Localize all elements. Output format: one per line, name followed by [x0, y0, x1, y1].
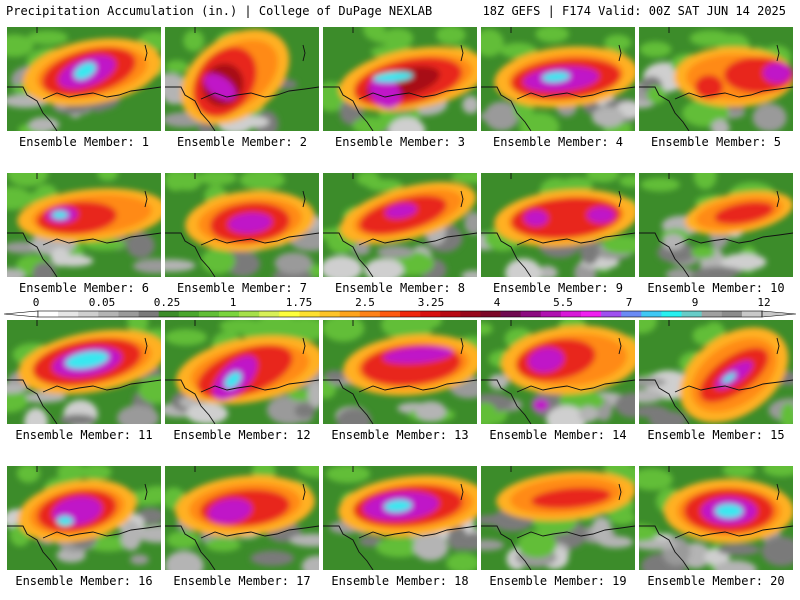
colorbar-segment	[78, 311, 99, 317]
colorbar-right-arrow	[761, 310, 797, 318]
ensemble-member-label: Ensemble Member: 2	[176, 135, 308, 149]
colorbar-frame	[37, 310, 763, 318]
ensemble-member-map-3	[323, 27, 477, 131]
ensemble-member-map-13	[323, 320, 477, 424]
model-run-info: 18Z GEFS | F174 Valid: 00Z SAT JUN 14 20…	[482, 4, 786, 18]
colorbar-tick-label: 12	[757, 296, 771, 309]
ensemble-member-map-1	[7, 27, 161, 131]
colorbar-left-arrow	[3, 310, 39, 318]
colorbar-segment	[500, 311, 521, 317]
colorbar-segment	[219, 311, 240, 317]
colorbar-segment	[440, 311, 461, 317]
ensemble-member-map-10	[639, 173, 793, 277]
ensemble-member-label: Ensemble Member: 16	[15, 574, 153, 588]
colorbar-segment	[681, 311, 702, 317]
ensemble-member-map-17	[165, 466, 319, 570]
colorbar-segment	[178, 311, 200, 317]
colorbar-segment	[661, 311, 682, 317]
precipitation-colorbar	[3, 310, 797, 318]
colorbar-segment	[741, 311, 763, 317]
ensemble-member-map-14	[481, 320, 635, 424]
colorbar-segment	[480, 311, 501, 317]
ensemble-member-map-4	[481, 27, 635, 131]
ensemble-member-label: Ensemble Member: 20	[647, 574, 785, 588]
ensemble-member-map-9	[481, 173, 635, 277]
colorbar-segment	[420, 311, 441, 317]
ensemble-member-label: Ensemble Member: 8	[334, 281, 466, 295]
ensemble-member-label: Ensemble Member: 6	[18, 281, 150, 295]
colorbar-segment	[520, 311, 542, 317]
ensemble-member-label: Ensemble Member: 13	[331, 428, 469, 442]
ensemble-member-label: Ensemble Member: 7	[176, 281, 308, 295]
ensemble-member-map-12	[165, 320, 319, 424]
ensemble-member-label: Ensemble Member: 14	[489, 428, 627, 442]
ensemble-member-label: Ensemble Member: 5	[650, 135, 782, 149]
colorbar-segment	[239, 311, 260, 317]
colorbar-segment	[641, 311, 662, 317]
colorbar-segment	[58, 311, 79, 317]
colorbar-tick-label: 0	[32, 296, 40, 309]
page-title: Precipitation Accumulation (in.) | Colle…	[6, 4, 433, 18]
ensemble-member-map-7	[165, 173, 319, 277]
colorbar-segment	[460, 311, 481, 317]
colorbar-segment	[319, 311, 340, 317]
ensemble-member-label: Ensemble Member: 9	[492, 281, 624, 295]
ensemble-member-label: Ensemble Member: 12	[173, 428, 311, 442]
ensemble-member-map-5	[639, 27, 793, 131]
colorbar-segment	[158, 311, 180, 317]
colorbar-tick-label: 5.5	[553, 296, 573, 309]
colorbar-segment	[118, 311, 139, 317]
colorbar-segment	[359, 311, 381, 317]
ensemble-member-map-19	[481, 466, 635, 570]
colorbar-segment	[721, 311, 743, 317]
colorbar-tick-label: 0.05	[88, 296, 116, 309]
colorbar-segment	[138, 311, 159, 317]
colorbar-segment	[339, 311, 361, 317]
colorbar-segment	[601, 311, 622, 317]
colorbar-segment	[400, 311, 421, 317]
colorbar-tick-label: 9	[691, 296, 699, 309]
ensemble-member-map-15	[639, 320, 793, 424]
ensemble-member-label: Ensemble Member: 19	[489, 574, 627, 588]
ensemble-member-label: Ensemble Member: 10	[647, 281, 785, 295]
ensemble-member-label: Ensemble Member: 18	[331, 574, 469, 588]
colorbar-segment	[379, 311, 401, 317]
ensemble-member-map-11	[7, 320, 161, 424]
colorbar-segment	[560, 311, 582, 317]
colorbar-tick-label: 4	[493, 296, 501, 309]
colorbar-segment	[621, 311, 642, 317]
colorbar-segment	[581, 311, 602, 317]
ensemble-member-map-16	[7, 466, 161, 570]
colorbar-segment	[540, 311, 562, 317]
colorbar-tick-label: 1.75	[285, 296, 313, 309]
colorbar-segment	[701, 311, 723, 317]
ensemble-member-label: Ensemble Member: 17	[173, 574, 311, 588]
colorbar-tick-label: 3.25	[417, 296, 445, 309]
colorbar-tick-label: 0.25	[153, 296, 181, 309]
ensemble-member-map-2	[165, 27, 319, 131]
ensemble-member-label: Ensemble Member: 4	[492, 135, 624, 149]
colorbar-tick-label: 7	[625, 296, 633, 309]
ensemble-member-label: Ensemble Member: 11	[15, 428, 153, 442]
ensemble-member-map-8	[323, 173, 477, 277]
ensemble-member-label: Ensemble Member: 1	[18, 135, 150, 149]
colorbar-segment	[279, 311, 300, 317]
ensemble-member-label: Ensemble Member: 15	[647, 428, 785, 442]
colorbar-tick-label: 2.5	[355, 296, 375, 309]
colorbar-segment	[259, 311, 280, 317]
colorbar-segment	[299, 311, 320, 317]
ensemble-member-label: Ensemble Member: 3	[334, 135, 466, 149]
colorbar-segment	[198, 311, 220, 317]
colorbar-segment	[98, 311, 119, 317]
ensemble-member-map-6	[7, 173, 161, 277]
colorbar-segment	[38, 311, 59, 317]
ensemble-member-map-20	[639, 466, 793, 570]
colorbar-tick-label: 1	[229, 296, 237, 309]
ensemble-member-map-18	[323, 466, 477, 570]
